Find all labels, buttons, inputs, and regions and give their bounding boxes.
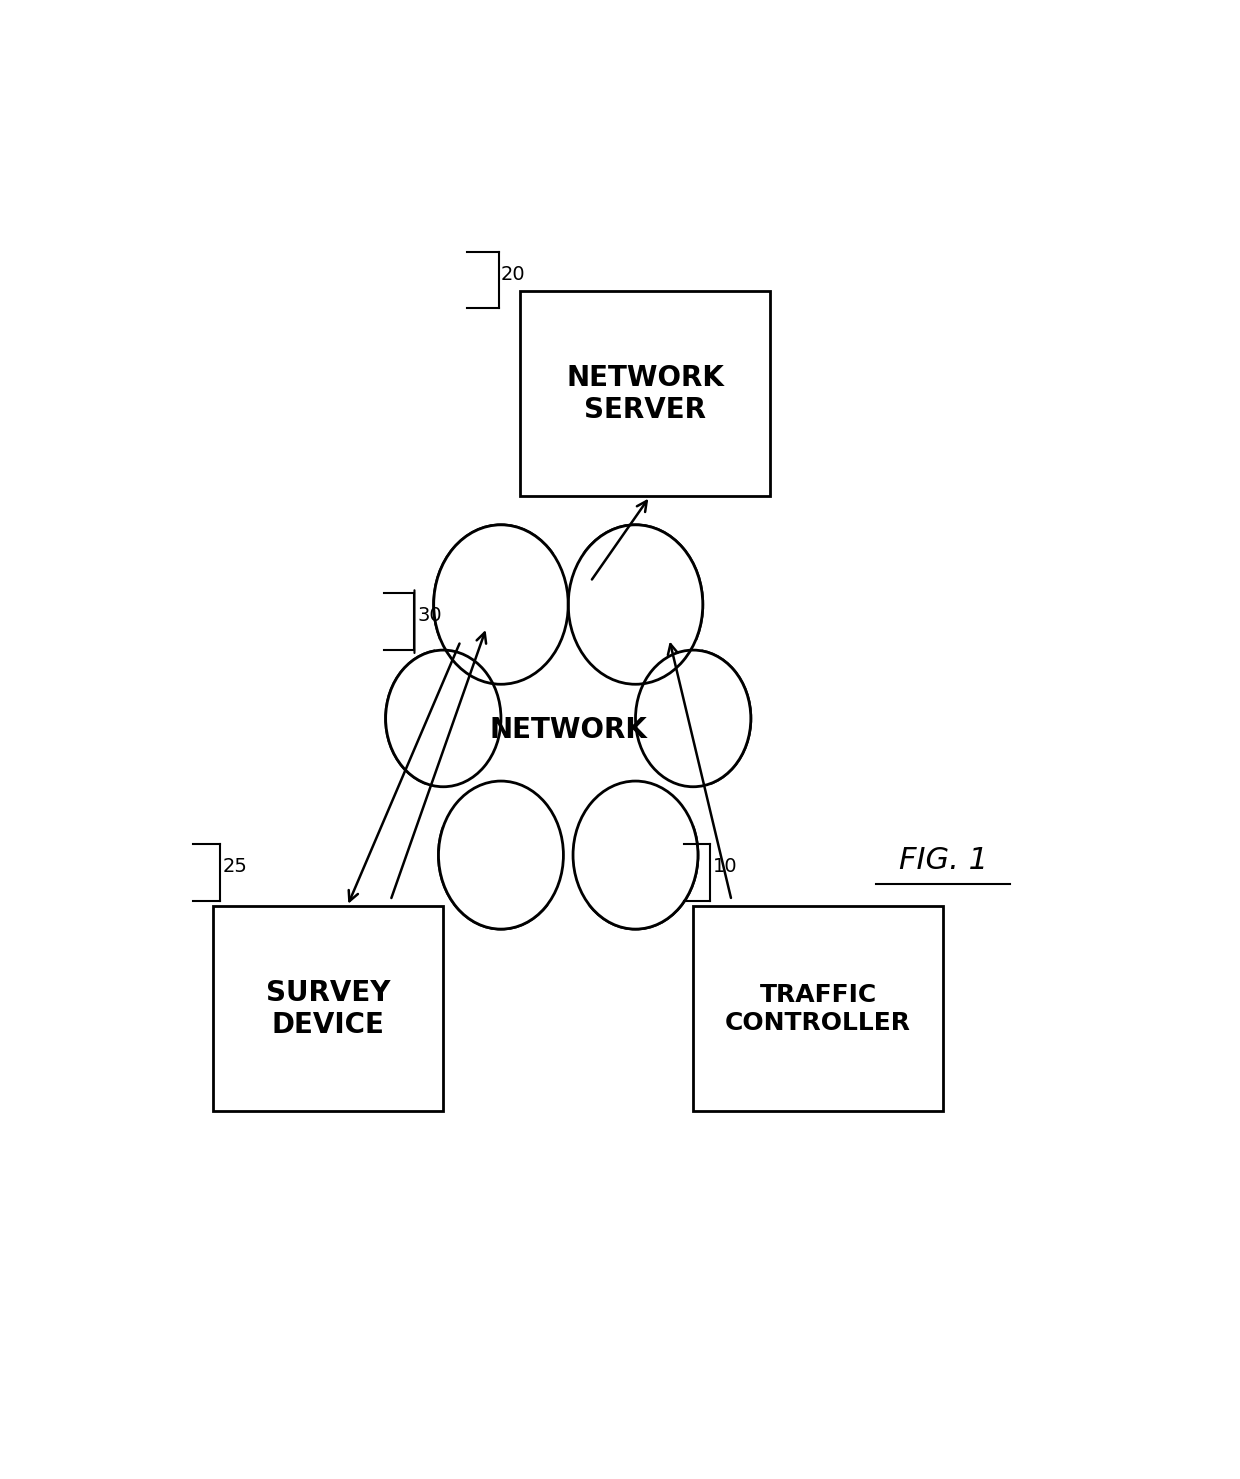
Circle shape bbox=[430, 521, 572, 688]
Text: NETWORK
SERVER: NETWORK SERVER bbox=[567, 364, 724, 424]
Text: FIG. 1: FIG. 1 bbox=[899, 846, 987, 876]
Text: SURVEY
DEVICE: SURVEY DEVICE bbox=[265, 979, 391, 1040]
FancyBboxPatch shape bbox=[693, 907, 944, 1111]
Circle shape bbox=[386, 651, 501, 787]
Circle shape bbox=[565, 521, 706, 688]
Text: TRAFFIC
CONTROLLER: TRAFFIC CONTROLLER bbox=[725, 984, 911, 1035]
Circle shape bbox=[435, 778, 567, 933]
FancyBboxPatch shape bbox=[213, 907, 444, 1111]
Circle shape bbox=[568, 525, 703, 685]
Circle shape bbox=[434, 525, 568, 685]
Circle shape bbox=[439, 781, 563, 929]
Circle shape bbox=[636, 651, 751, 787]
Circle shape bbox=[570, 778, 701, 933]
Text: 10: 10 bbox=[712, 856, 737, 876]
Text: 30: 30 bbox=[418, 606, 441, 626]
FancyBboxPatch shape bbox=[521, 291, 770, 497]
Circle shape bbox=[573, 781, 698, 929]
Text: 20: 20 bbox=[501, 265, 526, 284]
Text: 25: 25 bbox=[222, 856, 247, 876]
Circle shape bbox=[632, 646, 754, 790]
Circle shape bbox=[383, 646, 503, 790]
Text: NETWORK: NETWORK bbox=[490, 716, 647, 744]
Circle shape bbox=[441, 580, 696, 880]
Polygon shape bbox=[419, 553, 717, 907]
